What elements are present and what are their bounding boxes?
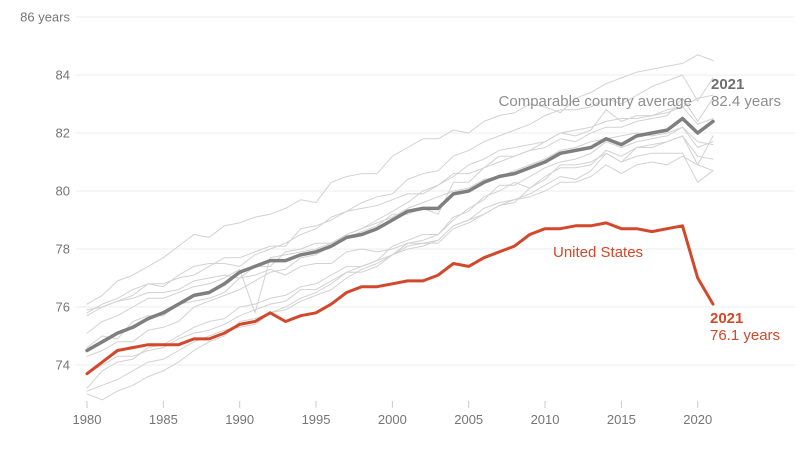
average-series-label: Comparable country average xyxy=(499,93,692,110)
comparable-country-line xyxy=(86,97,714,314)
comparable-country-line xyxy=(86,54,714,305)
comparable-country-line xyxy=(86,135,714,389)
us-series-label: United States xyxy=(553,244,643,261)
x-axis-tick-label: 1985 xyxy=(149,412,178,427)
us-callout-value: 76.1 years xyxy=(710,327,780,344)
comparable-country-line xyxy=(86,94,714,349)
x-axis-tick-label: 2020 xyxy=(683,412,712,427)
united-states-line xyxy=(85,221,715,376)
x-axis-tick-label: 1995 xyxy=(302,412,331,427)
x-axis-tick-label: 2000 xyxy=(378,412,407,427)
y-axis-tick-label: 86 years xyxy=(20,10,70,25)
y-axis-tick-label: 84 xyxy=(56,68,70,83)
y-axis-tick-label: 78 xyxy=(56,242,70,257)
comparable-country-line xyxy=(86,155,714,392)
comparable-average-line xyxy=(85,116,715,353)
x-axis-tick-label: 2005 xyxy=(454,412,483,427)
us-callout-year: 2021 xyxy=(710,310,743,327)
average-callout-value: 82.4 years xyxy=(711,93,781,110)
y-axis-tick-label: 74 xyxy=(56,358,70,373)
comparable-country-line xyxy=(86,74,714,317)
y-axis-tick-label: 82 xyxy=(56,126,70,141)
x-axis-labels: 1980 1985 1990 1995 2000 2005 2010 2015 2020 xyxy=(73,401,712,427)
comparable-country-line xyxy=(86,126,714,311)
comparable-country-line xyxy=(86,135,714,401)
y-axis-tick-label: 76 xyxy=(56,300,70,315)
x-axis-tick-label: 1980 xyxy=(73,412,102,427)
x-axis-tick-label: 2015 xyxy=(607,412,636,427)
y-axis-labels: 86 years 84 82 80 78 76 74 xyxy=(20,10,70,373)
y-axis-tick-label: 80 xyxy=(56,184,70,199)
series-lines-layer xyxy=(85,54,715,401)
x-axis-tick-label: 1990 xyxy=(225,412,254,427)
x-axis-tick-label: 2010 xyxy=(531,412,560,427)
gridline-layer xyxy=(76,16,795,366)
average-callout-year: 2021 xyxy=(711,76,744,93)
